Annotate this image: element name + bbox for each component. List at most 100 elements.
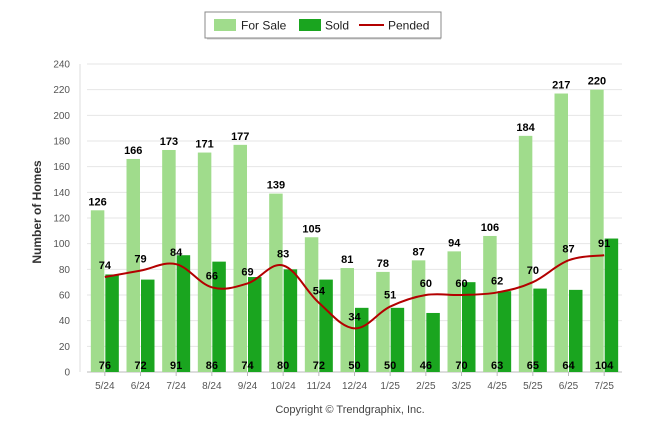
y-tick-label: 40: [59, 316, 71, 327]
pended-value-label: 66: [206, 270, 218, 282]
y-tick-label: 60: [59, 291, 71, 302]
pended-value-label: 83: [277, 248, 289, 260]
pended-value-label: 74: [99, 260, 112, 272]
y-axis-label: Number of Homes: [30, 160, 44, 264]
for-sale-bar: [233, 144, 247, 372]
x-tick-label: 1/25: [380, 381, 400, 392]
sold-bar: [390, 307, 405, 372]
sold-bar: [426, 312, 440, 372]
for-sale-bar: [126, 158, 140, 372]
pended-line: [104, 254, 605, 330]
for-sale-bar: [554, 93, 568, 373]
for-sale-bar: [269, 193, 283, 372]
for-sale-bar: [376, 271, 390, 372]
pended-value-label: 91: [598, 238, 610, 250]
y-tick-label: 200: [53, 111, 70, 122]
sold-value-label: 65: [527, 360, 539, 372]
y-axis: 0 20 40 60 80 100 120 140 160 180 200 220 240: [53, 60, 70, 379]
pended-value-label: 84: [170, 247, 183, 259]
sold-bar: [141, 279, 155, 372]
sold-value-label: 104: [595, 360, 614, 372]
sold-value-label: 63: [491, 360, 503, 372]
x-tick-label: 7/25: [594, 381, 614, 392]
for-sale-bar: [304, 237, 319, 372]
sold-bar: [462, 282, 476, 372]
x-tick-label: 7/24: [166, 381, 186, 392]
y-tick-label: 100: [53, 239, 70, 250]
for-sale-legend-label: For Sale: [241, 19, 287, 33]
y-tick-label: 80: [59, 265, 71, 276]
x-tick-label: 6/24: [131, 381, 151, 392]
for-sale-bar: [162, 149, 176, 372]
x-tick-label: 5/24: [95, 381, 115, 392]
sold-bar: [248, 277, 262, 372]
for-sale-bar: [90, 210, 105, 372]
sold-bar: [283, 269, 298, 372]
pended-value-label: 70: [527, 265, 539, 277]
sold-value-label: 86: [206, 360, 218, 372]
for-sale-value-label: 184: [516, 122, 535, 134]
sold-value-label: 50: [348, 360, 360, 372]
for-sale-value-label: 87: [412, 246, 424, 258]
for-sale-value-label: 126: [88, 196, 106, 208]
x-tick-label: 11/24: [307, 381, 332, 392]
for-sale-bar: [590, 89, 604, 373]
sold-value-label: 46: [420, 360, 432, 372]
x-tick-label: 4/25: [487, 381, 507, 392]
pended-value-label: 51: [384, 290, 396, 302]
x-tick-label: 2/25: [416, 381, 436, 392]
for-sale-value-label: 220: [588, 76, 606, 88]
pended-value-label: 79: [134, 254, 146, 266]
sold-value-label: 72: [134, 360, 146, 372]
for-sale-bar: [340, 268, 354, 372]
x-tick-label: 3/25: [452, 381, 472, 392]
for-sale-value-label: 94: [448, 237, 461, 249]
bars: [90, 89, 619, 373]
for-sale-value-label: 139: [267, 180, 285, 192]
for-sale-bar: [483, 235, 497, 372]
for-sale-legend-swatch: [214, 19, 236, 31]
sold-value-label: 72: [313, 360, 325, 372]
for-sale-value-label: 105: [302, 223, 320, 235]
x-tick-label: 9/24: [238, 381, 258, 392]
sold-legend-label: Sold: [325, 19, 349, 33]
pended-series-line: [104, 254, 605, 330]
sold-bar: [176, 255, 191, 372]
for-sale-bar: [197, 152, 212, 372]
for-sale-value-label: 78: [377, 258, 389, 270]
pended-value-label: 34: [348, 311, 361, 323]
x-tick-label: 12/24: [342, 381, 367, 392]
x-tick-label: 10/24: [271, 381, 296, 392]
for-sale-bar: [411, 260, 426, 372]
y-tick-label: 220: [53, 85, 70, 96]
x-axis: 5/24 6/24 7/24 8/24 9/24 10/24 11/24 12/24 1/25 2…: [95, 372, 614, 392]
for-sale-value-label: 106: [481, 222, 499, 234]
sold-bar: [604, 238, 619, 372]
y-tick-label: 180: [53, 137, 70, 148]
x-tick-label: 6/25: [559, 381, 579, 392]
sold-bar: [319, 279, 333, 372]
sold-value-label: 80: [277, 360, 289, 372]
data-labels: 126 76 166 72 173 91 171 86 177 74 139 80 105 72 81 50 7…: [88, 76, 614, 372]
pended-value-label: 69: [241, 266, 253, 278]
for-sale-value-label: 171: [195, 139, 213, 151]
for-sale-value-label: 217: [552, 80, 570, 92]
sold-bar: [497, 291, 512, 372]
copyright-text: Copyright © Trendgraphix, Inc.: [275, 404, 424, 416]
y-tick-label: 240: [53, 60, 70, 71]
y-tick-label: 140: [53, 188, 70, 199]
sold-bar: [533, 288, 547, 372]
sold-value-label: 74: [241, 360, 254, 372]
pended-value-label: 54: [313, 286, 326, 298]
pended-value-label: 87: [562, 243, 574, 255]
sold-legend-swatch: [299, 19, 321, 31]
sold-bar: [355, 307, 369, 372]
y-tick-label: 20: [59, 342, 71, 353]
sold-value-label: 91: [170, 360, 182, 372]
for-sale-value-label: 177: [231, 131, 249, 143]
sold-value-label: 50: [384, 360, 396, 372]
for-sale-bar: [447, 251, 461, 372]
for-sale-value-label: 166: [124, 145, 142, 157]
legend[interactable]: For Sale Sold Pended: [204, 11, 442, 40]
